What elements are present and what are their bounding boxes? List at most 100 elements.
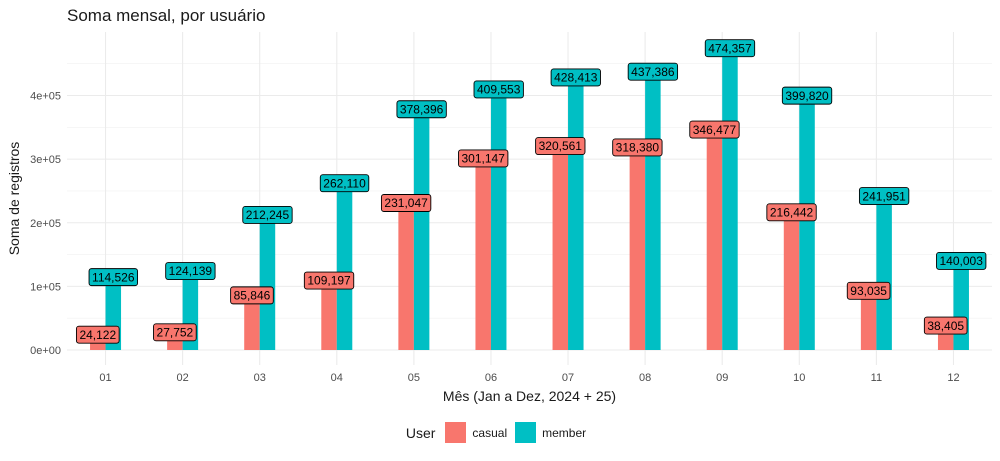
data-label-box xyxy=(88,268,138,287)
data-label-text: 301,147 xyxy=(462,152,506,166)
data-label-text: 27,752 xyxy=(157,326,194,340)
bar-casual xyxy=(244,295,260,350)
data-label-member: 399,820 xyxy=(781,86,833,105)
y-axis-ticks: 0e+00 1e+05 2e+05 3e+05 4e+05 xyxy=(30,91,61,358)
data-label-box xyxy=(319,174,370,193)
x-tick-label: 11 xyxy=(871,372,882,384)
x-tick-label: 03 xyxy=(254,372,266,384)
bar-member xyxy=(259,214,276,350)
data-label-text: 114,526 xyxy=(92,270,135,284)
data-label-member: 140,003 xyxy=(936,251,987,270)
bar-casual xyxy=(629,147,646,350)
data-label-box xyxy=(766,203,817,222)
y-tick-label: 1e+05 xyxy=(30,281,61,293)
data-label-text: 231,047 xyxy=(384,196,428,210)
x-tick-label: 04 xyxy=(331,372,343,384)
bar-casual xyxy=(475,158,491,350)
bar-casual xyxy=(321,280,337,350)
bar-member xyxy=(799,95,815,350)
data-label-box xyxy=(75,325,120,344)
data-label-casual: 318,380 xyxy=(612,138,663,157)
data-label-box xyxy=(936,251,987,270)
data-label-box xyxy=(230,286,274,305)
data-label-text: 428,413 xyxy=(554,71,598,85)
data-label-box xyxy=(303,271,355,290)
chart-title: Soma mensal, por usuário xyxy=(67,6,266,25)
x-axis-ticks: 01 02 03 04 05 06 07 08 09 10 11 12 xyxy=(99,372,959,384)
data-labels: 24,122 27,752 85,846 109,197 231,047 301,147 3… xyxy=(75,39,987,344)
legend-title: User xyxy=(405,424,436,441)
legend-label-member: member xyxy=(542,425,587,440)
data-label-box xyxy=(153,323,197,342)
data-label-box xyxy=(704,39,756,58)
data-label-box xyxy=(458,149,509,168)
data-label-casual: 109,197 xyxy=(303,271,355,290)
data-label-text: 318,380 xyxy=(616,141,660,155)
data-label-member: 212,245 xyxy=(242,206,293,224)
x-tick-label: 12 xyxy=(947,372,959,384)
legend: User casual member xyxy=(0,422,1000,443)
data-label-box xyxy=(550,68,601,87)
bar-member xyxy=(413,109,430,350)
data-label-text: 409,553 xyxy=(477,83,521,97)
x-tick-label: 07 xyxy=(562,372,574,384)
data-label-casual: 231,047 xyxy=(380,194,432,212)
bar-casual xyxy=(398,202,414,350)
y-tick-label: 2e+05 xyxy=(30,218,61,230)
data-label-member: 241,951 xyxy=(858,187,910,206)
grid-lines xyxy=(67,32,992,365)
data-label-box xyxy=(858,187,910,206)
data-label-text: 474,357 xyxy=(708,41,752,55)
bar-casual xyxy=(706,129,723,350)
data-label-box xyxy=(535,137,586,155)
y-tick-label: 4e+05 xyxy=(30,91,61,103)
bar-member xyxy=(953,260,969,350)
data-label-text: 399,820 xyxy=(785,89,829,103)
data-label-text: 38,405 xyxy=(927,319,964,333)
data-label-text: 124,139 xyxy=(169,264,213,278)
data-label-box xyxy=(781,86,833,105)
data-label-box xyxy=(846,281,891,300)
data-label-text: 212,245 xyxy=(246,208,290,222)
data-label-text: 437,386 xyxy=(631,65,675,79)
data-label-member: 124,139 xyxy=(165,262,216,280)
x-tick-label: 08 xyxy=(639,372,651,384)
legend-item-member: member xyxy=(515,422,586,443)
data-label-text: 346,477 xyxy=(693,123,737,137)
data-label-casual: 216,442 xyxy=(766,203,817,222)
data-label-casual: 24,122 xyxy=(75,325,120,344)
data-label-casual: 320,561 xyxy=(535,137,586,155)
x-tick-label: 01 xyxy=(99,372,111,384)
data-label-casual: 301,147 xyxy=(458,149,509,168)
data-label-text: 140,003 xyxy=(940,254,984,268)
bar-member xyxy=(722,48,738,350)
data-label-text: 378,396 xyxy=(400,102,444,116)
y-tick-label: 3e+05 xyxy=(30,154,61,166)
data-label-casual: 346,477 xyxy=(689,120,740,139)
data-label-casual: 27,752 xyxy=(153,323,197,342)
data-label-text: 85,846 xyxy=(234,289,271,303)
data-label-text: 320,561 xyxy=(539,139,583,153)
data-label-box xyxy=(689,120,740,139)
legend-key-casual xyxy=(445,422,467,443)
data-label-member: 378,396 xyxy=(396,100,447,119)
data-label-casual: 38,405 xyxy=(923,316,968,335)
bar-member xyxy=(645,71,661,350)
x-tick-label: 05 xyxy=(408,372,420,384)
data-label-member: 262,110 xyxy=(319,174,370,193)
data-label-box xyxy=(380,194,432,212)
data-label-text: 109,197 xyxy=(307,274,351,288)
data-label-box xyxy=(923,316,968,335)
data-label-text: 216,442 xyxy=(770,205,814,219)
legend-key-member xyxy=(515,422,537,443)
data-label-member: 409,553 xyxy=(473,80,524,99)
data-label-box xyxy=(396,100,447,119)
data-label-member: 114,526 xyxy=(88,268,138,287)
data-label-text: 262,110 xyxy=(323,176,366,190)
x-tick-label: 09 xyxy=(716,372,728,384)
data-label-text: 24,122 xyxy=(79,328,116,342)
data-label-box xyxy=(165,262,216,280)
data-label-casual: 93,035 xyxy=(846,281,891,300)
data-label-text: 241,951 xyxy=(862,189,906,203)
